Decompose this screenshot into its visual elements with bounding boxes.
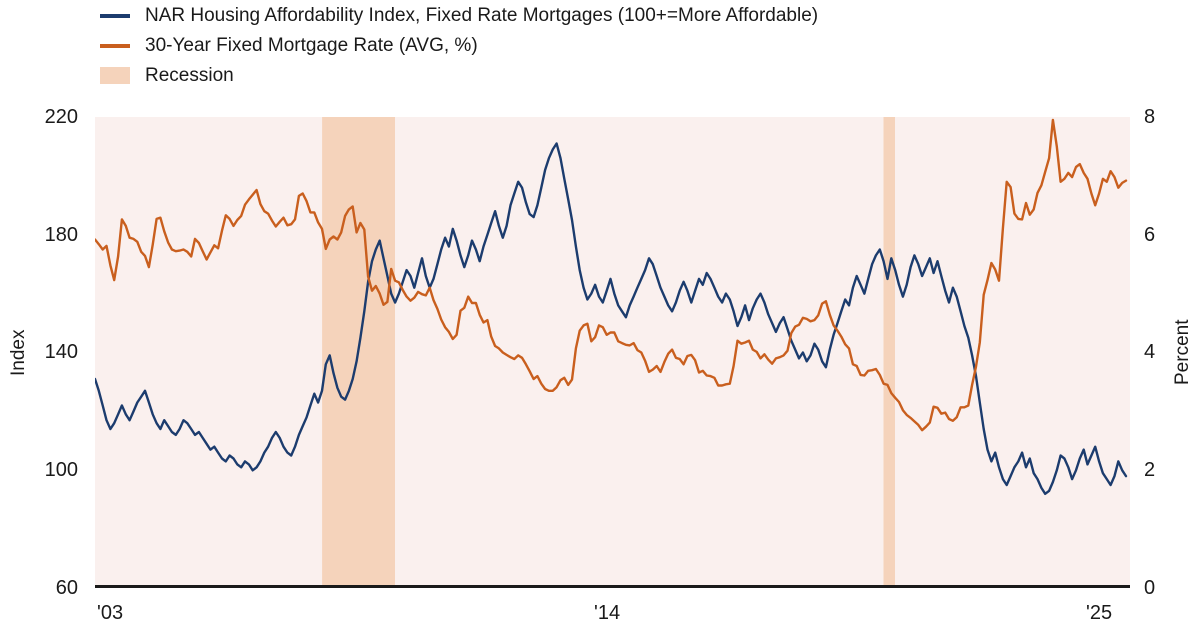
right-axis-tick-8: 8 [1144,106,1156,128]
chart-canvas [95,117,1130,588]
right-axis-tick-0: 0 [1144,577,1156,599]
x-axis-tick-2003: '03 [97,602,124,624]
plot-background [95,117,1130,588]
recession-band [883,117,895,588]
series-line-mortgage-rate [95,118,1128,432]
legend-item-affordability-index: NAR Housing Affordability Index, Fixed R… [100,4,818,27]
legend-line-swatch-blue [100,13,130,18]
left-axis-tick-220: 220 [44,106,78,128]
legend-item-mortgage-rate: 30-Year Fixed Mortgage Rate (AVG, %) [100,34,818,57]
legend-label-mortgage-rate: 30-Year Fixed Mortgage Rate (AVG, %) [145,35,478,56]
right-axis-tick-4: 4 [1144,341,1156,363]
left-axis-tick-100: 100 [44,459,78,481]
right-axis-tick-2: 2 [1144,459,1156,481]
legend-label-recession: Recession [145,65,234,86]
legend-recession-swatch [100,67,130,84]
x-axis-tick-2014: '14 [594,602,621,624]
legend-line-swatch-orange [100,43,130,48]
legend-item-recession: Recession [100,64,818,87]
right-axis-tick-6: 6 [1144,224,1156,246]
series-line-affordability-index [95,142,1128,495]
left-axis-tick-60: 60 [55,577,78,599]
left-axis-tick-140: 140 [44,341,78,363]
plot-area [95,117,1130,588]
left-axis-tick-180: 180 [44,224,78,246]
legend: NAR Housing Affordability Index, Fixed R… [100,4,818,87]
x-axis-tick-2025: '25 [1086,602,1113,624]
legend-label-affordability-index: NAR Housing Affordability Index, Fixed R… [145,5,819,26]
